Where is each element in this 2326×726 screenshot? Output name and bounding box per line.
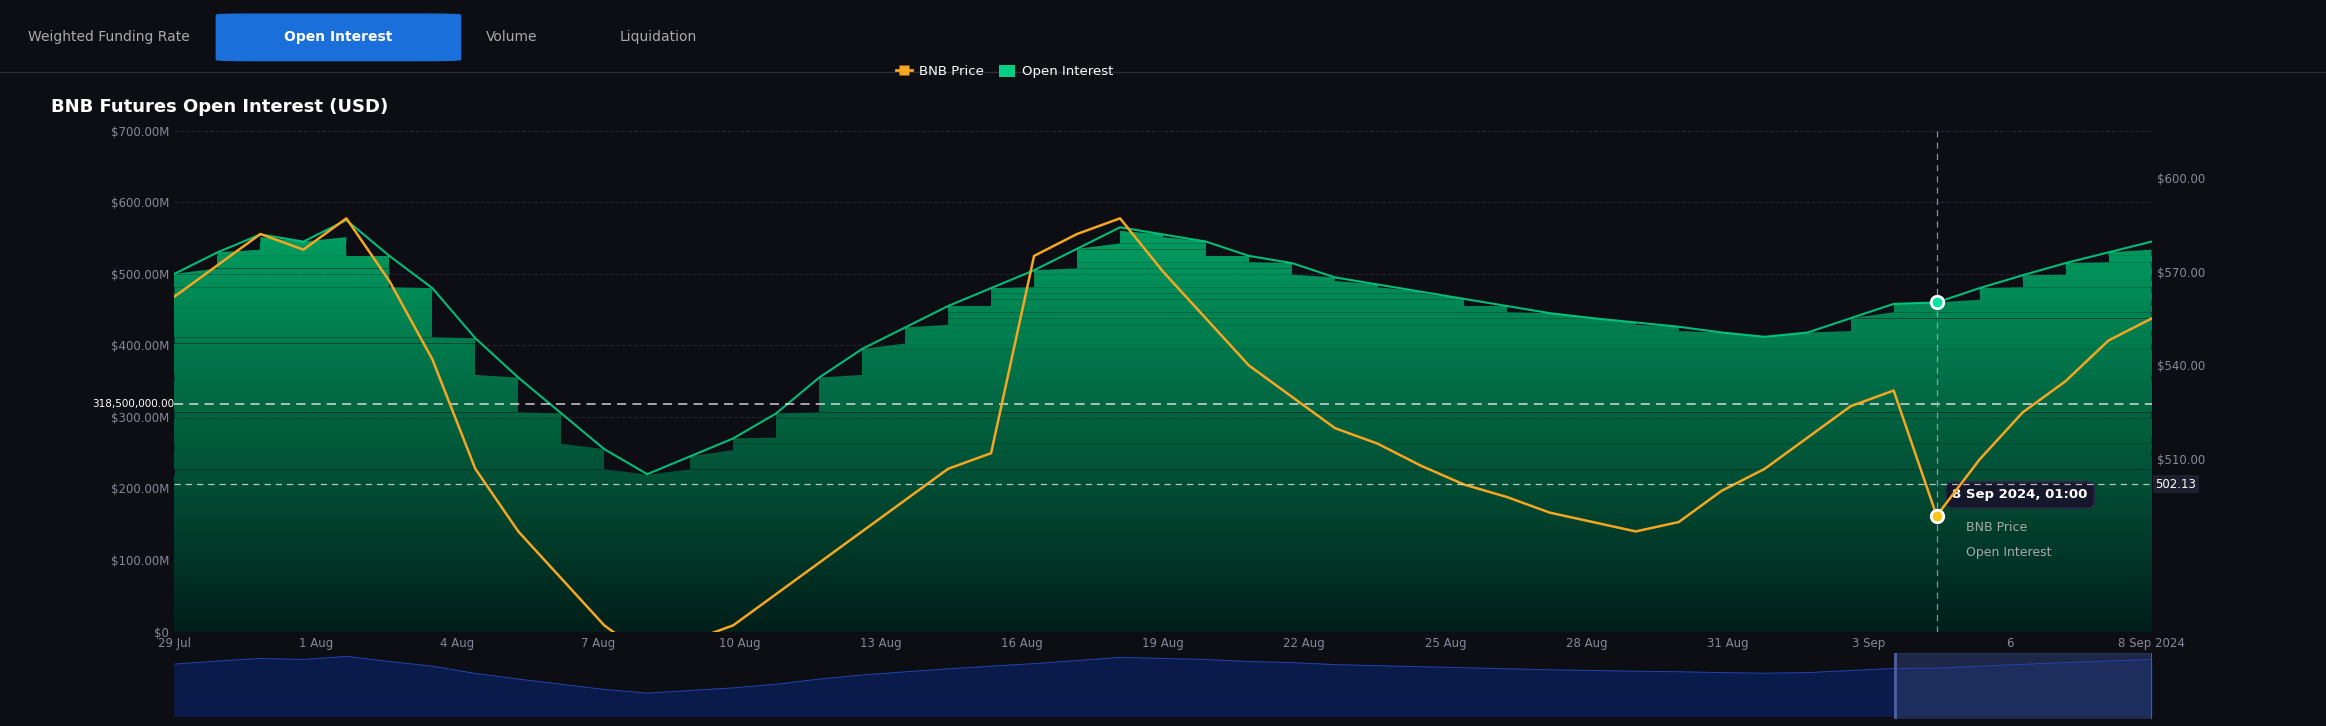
Bar <box>1893 653 2152 719</box>
Text: 502.13: 502.13 <box>2156 478 2196 491</box>
Text: 318,500,000.00: 318,500,000.00 <box>93 399 174 409</box>
Text: Open Interest: Open Interest <box>1958 546 2052 559</box>
Text: 8 Sep 2024, 01:00: 8 Sep 2024, 01:00 <box>1952 489 2089 502</box>
Legend: BNB Price, Open Interest: BNB Price, Open Interest <box>891 60 1119 83</box>
Text: Volume: Volume <box>486 30 537 44</box>
Text: Liquidation: Liquidation <box>619 30 698 44</box>
Text: BNB Futures Open Interest (USD): BNB Futures Open Interest (USD) <box>51 98 388 116</box>
Text: BNB Price: BNB Price <box>1958 521 2028 534</box>
Text: Weighted Funding Rate: Weighted Funding Rate <box>28 30 191 44</box>
FancyBboxPatch shape <box>216 14 461 60</box>
Text: Open Interest: Open Interest <box>284 30 393 44</box>
